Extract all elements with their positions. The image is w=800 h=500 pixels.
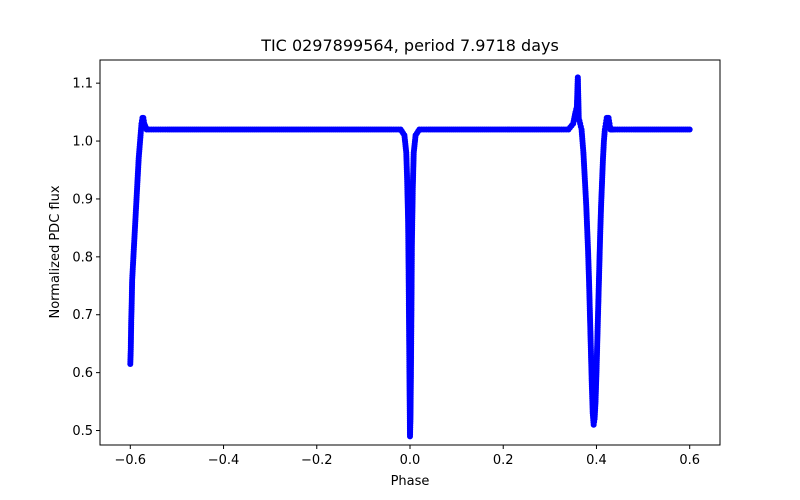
y-tick-label: 1.0 xyxy=(72,135,93,150)
y-tick-label: 1.1 xyxy=(72,77,93,92)
y-tick-label: 0.9 xyxy=(72,192,93,207)
x-tick-label: 0.0 xyxy=(400,453,421,468)
plot-area xyxy=(99,59,721,446)
y-axis: 0.5 0.6 0.7 0.8 0.9 1.0 1.1 xyxy=(72,77,100,439)
x-tick-label: −0.6 xyxy=(115,453,147,468)
y-tick-label: 0.8 xyxy=(72,250,93,265)
y-tick-label: 0.6 xyxy=(72,366,93,381)
x-tick-label: 0.4 xyxy=(586,453,607,468)
data-point xyxy=(686,126,693,133)
y-axis-label: Normalized PDC flux xyxy=(48,185,63,318)
x-tick-label: −0.4 xyxy=(208,453,240,468)
y-tick-label: 0.5 xyxy=(72,424,93,439)
chart-title: TIC 0297899564, period 7.9718 days xyxy=(260,36,559,55)
y-tick-label: 0.7 xyxy=(72,308,93,323)
x-axis-label: Phase xyxy=(391,474,430,489)
x-axis: −0.6 −0.4 −0.2 0.0 0.2 0.4 0.6 xyxy=(115,445,700,468)
x-tick-label: 0.2 xyxy=(493,453,514,468)
x-tick-label: 0.6 xyxy=(679,453,700,468)
x-tick-label: −0.2 xyxy=(301,453,333,468)
data-points xyxy=(127,74,693,440)
